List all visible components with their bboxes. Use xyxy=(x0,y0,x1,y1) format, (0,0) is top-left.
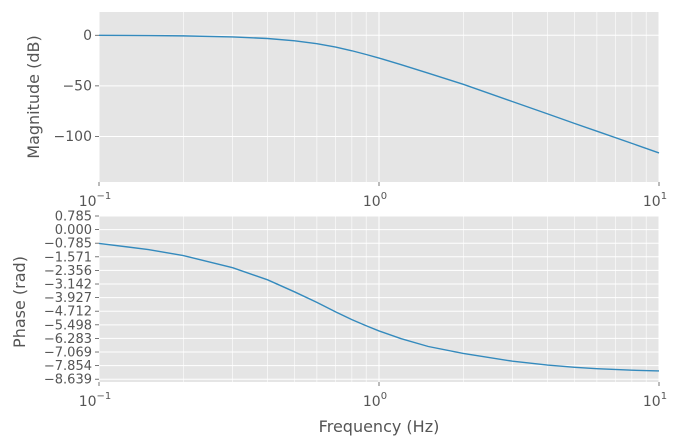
magnitude-series-line xyxy=(98,34,660,154)
y-tick-label: 0 xyxy=(83,28,92,44)
phase-series-line xyxy=(98,242,660,372)
y-tick-label: −5.498 xyxy=(44,318,92,333)
y-tick-label: −3.927 xyxy=(44,291,92,306)
magnitude-y-ticks: 0 −50 −100 xyxy=(54,28,99,145)
y-tick-label: −7.854 xyxy=(44,359,92,374)
x-tick-label: 10−1 xyxy=(79,391,112,410)
y-tick-label: 0.000 xyxy=(55,223,92,238)
phase-y-axis-label: Phase (rad) xyxy=(10,256,29,348)
x-tick-label: 100 xyxy=(363,391,387,410)
phase-grid xyxy=(98,215,660,382)
magnitude-x-ticks: 10−1 100 101 xyxy=(79,182,667,210)
phase-x-ticks: 10−1 100 101 xyxy=(79,382,667,410)
x-axis-label: Frequency (Hz) xyxy=(319,417,440,436)
magnitude-grid xyxy=(98,12,660,182)
phase-plot: 0.7850.000−0.785−1.571−2.356−3.142−3.927… xyxy=(10,210,667,437)
y-tick-label: −6.283 xyxy=(44,332,92,347)
y-tick-label: −50 xyxy=(62,78,92,94)
x-tick-label: 100 xyxy=(363,191,387,210)
y-tick-label: −1.571 xyxy=(44,250,92,265)
y-tick-label: −100 xyxy=(54,129,92,145)
y-tick-label: −0.785 xyxy=(44,237,92,252)
magnitude-plot: 0 −50 −100 10−1 100 101 Magnitude (dB) xyxy=(24,12,667,210)
x-tick-label: 101 xyxy=(643,391,667,410)
phase-y-ticks: 0.7850.000−0.785−1.571−2.356−3.142−3.927… xyxy=(44,210,99,388)
y-tick-label: −4.712 xyxy=(44,305,92,320)
x-tick-label: 101 xyxy=(643,191,667,210)
y-tick-label: −3.142 xyxy=(44,278,92,293)
y-tick-label: −2.356 xyxy=(44,264,92,279)
magnitude-y-axis-label: Magnitude (dB) xyxy=(24,35,43,158)
x-tick-label: 10−1 xyxy=(79,191,112,210)
y-tick-label: 0.785 xyxy=(55,210,92,225)
y-tick-label: −7.069 xyxy=(44,346,92,361)
y-tick-label: −8.639 xyxy=(44,373,92,388)
